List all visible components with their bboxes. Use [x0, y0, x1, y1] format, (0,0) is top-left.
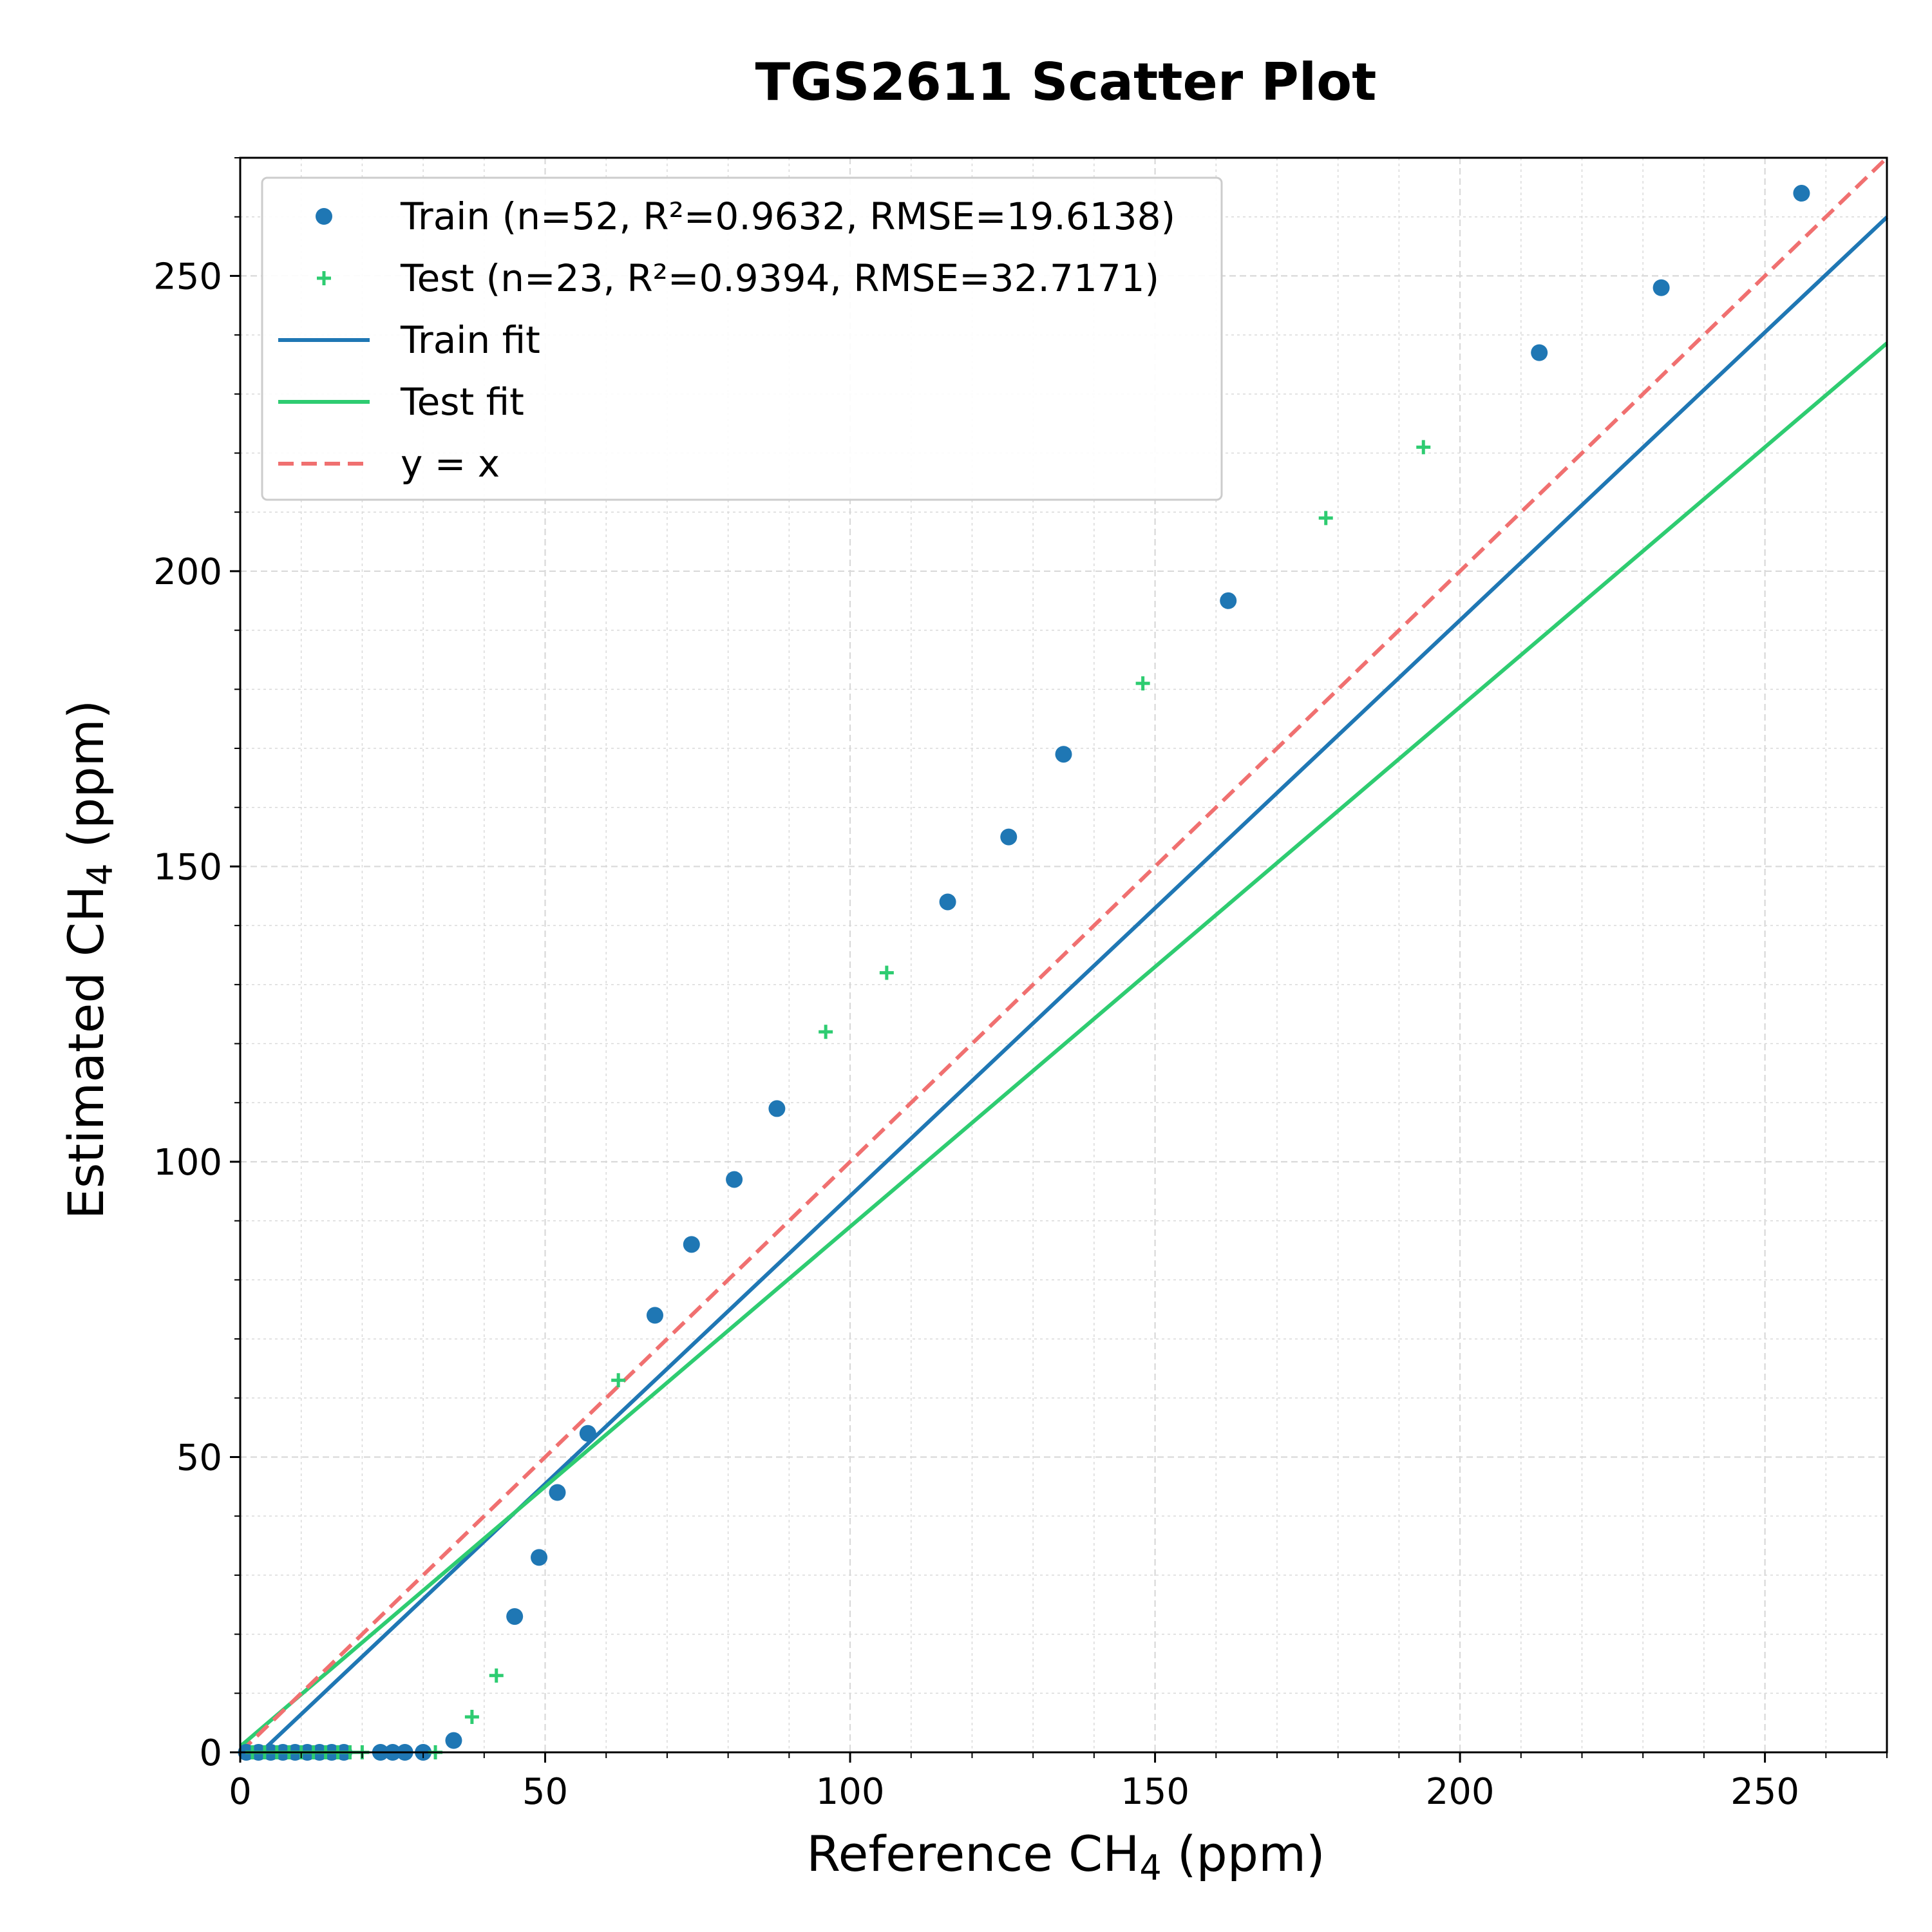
train-point [1055, 746, 1072, 763]
train-point [726, 1171, 743, 1188]
train-point [506, 1608, 524, 1625]
x-tick-label: 150 [1121, 1771, 1189, 1813]
train-point [1220, 592, 1237, 609]
train-point [549, 1484, 566, 1501]
y-tick-label: 250 [153, 256, 222, 298]
legend: Train (n=52, R²=0.9632, RMSE=19.6138) Tes… [261, 176, 1223, 501]
x-axis-label-unit: (ppm) [1162, 1825, 1325, 1882]
y-axis-label-subscript: 4 [80, 864, 120, 886]
axis-ticks: 0 50 100 150 200 250 0 50 100 150 200 250 [153, 157, 1888, 1813]
test-point [1416, 440, 1431, 455]
legend-train-label: Train (n=52, R²=0.9632, RMSE=19.6138) [400, 194, 1175, 238]
x-tick-label: 50 [522, 1771, 568, 1813]
fit-lines [238, 156, 1889, 1754]
train-point [939, 893, 956, 911]
plot-area-frame [239, 156, 1888, 1754]
x-tick-label: 100 [816, 1771, 885, 1813]
y-axis-label-unit: (ppm) [57, 700, 115, 864]
y-tick-label: 100 [153, 1142, 222, 1184]
test-point [879, 965, 894, 980]
x-axis-label: Reference CH4 (ppm) [806, 1825, 1325, 1888]
identity-fit-line [238, 156, 1889, 1754]
legend-test-label: Test (n=23, R²=0.9394, RMSE=32.7171) [400, 256, 1159, 300]
legend-box [261, 176, 1223, 501]
y-tick-label: 0 [199, 1732, 222, 1774]
test-point [464, 1709, 479, 1724]
train-point [1653, 279, 1670, 296]
x-tick-label: 200 [1426, 1771, 1495, 1813]
train-point [1000, 828, 1018, 846]
x-tick-label: 250 [1730, 1771, 1799, 1813]
train-point [579, 1425, 596, 1442]
legend-train-label: Train fit [400, 318, 540, 362]
x-axis-label-main: Reference CH [806, 1825, 1139, 1882]
train-point [683, 1236, 700, 1253]
test-point [819, 1025, 833, 1039]
train-point [445, 1732, 462, 1749]
train-point [1531, 344, 1548, 361]
test-point [611, 1373, 626, 1388]
x-axis-label-subscript: 4 [1139, 1848, 1161, 1888]
test-point [1318, 511, 1333, 526]
y-tick-label: 200 [153, 551, 222, 593]
y-axis-label-main: Estimated CH [57, 886, 115, 1219]
test-fit-line [239, 341, 1888, 1748]
y-tick-label: 150 [153, 846, 222, 888]
y-tick-label: 50 [176, 1437, 222, 1479]
legend-test-label: Test fit [400, 380, 524, 424]
y-axis-label: Estimated CH4 (ppm) [57, 700, 120, 1220]
train-point [1793, 185, 1810, 202]
train-point [768, 1100, 786, 1117]
train-point [646, 1307, 663, 1324]
legend-test-marker [317, 271, 331, 285]
x-tick-label: 0 [229, 1771, 252, 1813]
legend-train-marker [316, 208, 332, 225]
test-point [489, 1668, 504, 1683]
test-point [1135, 676, 1150, 691]
chart-title: TGS2611 Scatter Plot [755, 52, 1377, 112]
legend-identity-label: y = x [401, 442, 500, 486]
train-point [531, 1549, 548, 1566]
